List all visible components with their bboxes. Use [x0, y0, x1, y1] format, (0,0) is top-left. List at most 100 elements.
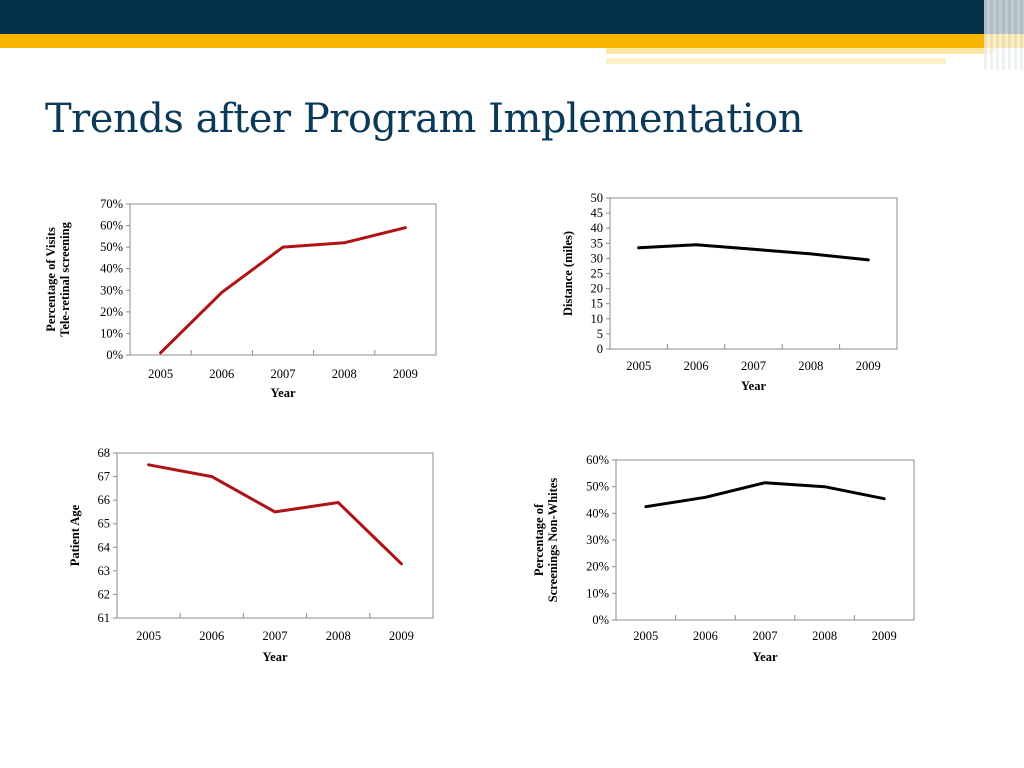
x-tick-label: 2005	[633, 629, 658, 643]
y-tick-label: 0	[597, 342, 603, 356]
y-tick-label: 62	[98, 587, 111, 601]
y-tick-label: 40%	[586, 506, 609, 520]
header-decorative-stripes	[984, 0, 1024, 70]
x-tick-label: 2008	[326, 629, 351, 643]
y-tick-label: 60%	[586, 453, 609, 467]
data-point	[400, 562, 403, 565]
chart-nonwhite-screenings: 0% 10% 20% 30% 40% 50% 60% 2005 2006 2007 2008 2009…	[532, 453, 915, 664]
series-line	[644, 481, 886, 509]
data-point	[337, 501, 340, 504]
y-tick-label: 30%	[100, 283, 123, 297]
data-point	[220, 291, 223, 294]
data-point	[809, 252, 813, 256]
y-axis-title: Tele-retinal screening	[58, 221, 72, 336]
x-tick-label: 2007	[263, 629, 288, 643]
x-tick-label: 2005	[626, 359, 651, 373]
y-tick-label: 65	[98, 517, 111, 531]
y-axis-title: Percentage of	[532, 503, 546, 576]
y-tick-label: 50%	[100, 240, 123, 254]
x-tick-label: 2007	[271, 367, 296, 381]
data-point	[159, 351, 162, 355]
y-tick-label: 50%	[586, 480, 609, 494]
data-point	[273, 510, 277, 514]
plot-area-frame	[609, 197, 898, 350]
y-tick-label: 35	[591, 236, 604, 250]
y-tick-label: 25	[591, 267, 604, 281]
data-point	[637, 246, 640, 250]
x-tick-label: 2006	[684, 359, 709, 373]
y-tick-label: 61	[98, 611, 111, 625]
x-tick-label: 2007	[741, 359, 766, 373]
y-tick-label: 66	[98, 493, 111, 507]
y-tick-label: 60%	[100, 219, 123, 233]
y-tick-label: 68	[98, 446, 111, 460]
y-tick-label: 10%	[100, 326, 123, 340]
data-point	[823, 485, 826, 488]
series-line	[637, 243, 870, 262]
y-tick-label: 70%	[100, 197, 123, 211]
x-tick-label: 2006	[209, 367, 234, 381]
x-axis-title: Year	[753, 650, 778, 664]
x-tick-label: 2009	[872, 629, 897, 643]
y-tick-label: 10	[591, 312, 604, 326]
chart-patient-age: 61 62 63 64 65 66 67 68 2005 2006 2007 2008 2009 Year…	[68, 446, 434, 664]
y-axis-title: Distance (miles)	[561, 231, 575, 316]
data-point	[343, 241, 346, 245]
x-axis-title: Year	[741, 379, 766, 393]
x-tick-label: 2006	[693, 629, 718, 643]
x-tick-label: 2009	[389, 629, 414, 643]
plot-area-frame	[116, 452, 434, 619]
chart-telescreening-visits: 0% 10% 20% 30% 40% 50% 60% 70% 2005 2006 2007 2008 2…	[44, 197, 437, 400]
data-point	[704, 496, 707, 499]
y-tick-label: 40	[591, 221, 604, 235]
data-point	[404, 226, 407, 229]
x-tick-label: 2008	[798, 359, 823, 373]
data-point	[763, 481, 767, 484]
x-tick-label: 2009	[393, 367, 418, 381]
x-tick-label: 2005	[136, 629, 161, 643]
y-tick-label: 63	[98, 564, 111, 578]
x-tick-label: 2009	[856, 359, 881, 373]
y-tick-label: 30%	[586, 533, 609, 547]
y-tick-label: 0%	[592, 613, 609, 627]
page-title: Trends after Program Implementation	[45, 96, 803, 142]
y-tick-label: 20	[591, 282, 604, 296]
y-tick-label: 40%	[100, 262, 123, 276]
x-tick-label: 2008	[332, 367, 357, 381]
y-tick-label: 20%	[586, 560, 609, 574]
data-point	[644, 505, 647, 508]
x-tick-label: 2008	[812, 629, 837, 643]
y-axis-title: Patient Age	[68, 504, 82, 566]
y-tick-label: 50	[591, 191, 604, 205]
header-accent-bar	[606, 48, 996, 54]
header-gold-band	[0, 34, 1024, 48]
plot-area-frame	[129, 203, 437, 356]
y-tick-label: 10%	[586, 586, 609, 600]
y-tick-label: 45	[591, 206, 604, 220]
y-tick-label: 5	[597, 327, 603, 341]
data-point	[752, 248, 755, 251]
header-accent-bar-secondary	[606, 58, 946, 64]
data-point	[867, 258, 870, 262]
series-line	[147, 463, 403, 566]
x-tick-label: 2005	[148, 367, 173, 381]
y-tick-label: 64	[98, 540, 111, 554]
data-point	[210, 475, 213, 478]
y-tick-label: 15	[591, 297, 604, 311]
header-dark-band	[0, 0, 1024, 34]
x-tick-label: 2006	[199, 629, 224, 643]
data-point	[883, 497, 886, 500]
y-axis-title: Screenings Non-Whites	[546, 478, 560, 603]
y-tick-label: 67	[98, 470, 111, 484]
y-tick-label: 0%	[106, 348, 123, 362]
data-point	[694, 243, 698, 247]
y-tick-label: 20%	[100, 305, 123, 319]
x-axis-title: Year	[271, 386, 296, 400]
x-tick-label: 2007	[753, 629, 778, 643]
y-tick-label: 30	[591, 251, 604, 265]
data-point	[281, 245, 285, 249]
data-point	[147, 463, 150, 466]
x-axis-title: Year	[263, 650, 288, 664]
y-axis-title: Percentage of Visits	[44, 227, 58, 332]
